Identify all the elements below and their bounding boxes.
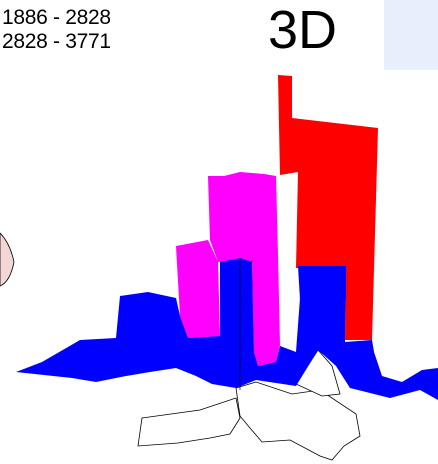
base-region-1 [137, 397, 241, 447]
legend-row-class-1: 1886 - 2828 [2, 6, 111, 29]
legend-row-class-2: 2828 - 3771 [2, 30, 111, 53]
magenta-extrusion [176, 172, 280, 366]
legend: 1886 - 2828 2828 - 3771 [2, 6, 111, 54]
red-block-main [278, 75, 378, 340]
view-title: 3D [268, 0, 338, 60]
magenta-block-left [176, 240, 220, 338]
red-extrusion [278, 75, 378, 340]
base-regions [137, 349, 361, 461]
side-panel [384, 0, 438, 70]
base-region-2 [235, 381, 361, 461]
magenta-block-center [208, 172, 280, 366]
blue-base-spread [16, 258, 438, 400]
blue-block-right [298, 266, 346, 300]
blue-extrusion [16, 258, 438, 400]
pink-region-partial [0, 232, 15, 287]
region-edge-lines [239, 258, 253, 390]
